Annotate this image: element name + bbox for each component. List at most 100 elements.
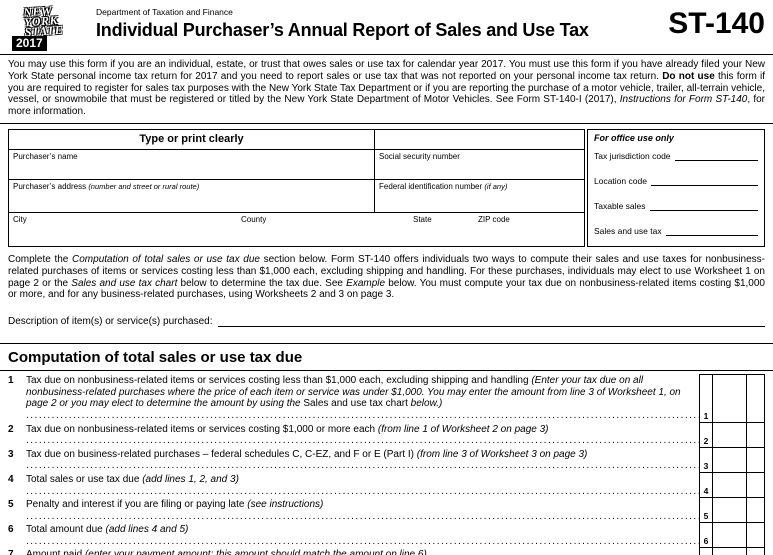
- purchaser-name-field[interactable]: Purchaser’s name: [9, 150, 374, 179]
- middle-italic3: Example: [346, 277, 386, 289]
- computation-line-7: 7 Amount paid (enter your payment amount;…: [8, 548, 765, 555]
- dotted-leader: [26, 536, 699, 547]
- line-4-number: 4: [8, 473, 14, 485]
- location-code-input[interactable]: [650, 177, 758, 186]
- tax-jurisdiction-code-input[interactable]: [674, 152, 758, 161]
- line-6-cents-input[interactable]: [747, 523, 764, 547]
- line-2-number-box: 2: [700, 422, 713, 447]
- line-7-dollars-input[interactable]: [713, 548, 747, 555]
- header-text-block: Department of Taxation and Finance Indiv…: [96, 5, 658, 41]
- tax-jurisdiction-code-field: Tax jurisdiction code: [594, 151, 758, 161]
- line-1-number: 1: [8, 375, 14, 387]
- agency-name: Department of Taxation and Finance: [96, 7, 233, 17]
- computation-line-2: 2 Tax due on nonbusiness-related items or…: [8, 422, 765, 448]
- description-row: Description of item(s) or service(s) pur…: [8, 316, 765, 328]
- line-5-text: 5 Penalty and interest if you are filing …: [8, 498, 699, 523]
- taxable-sales-input[interactable]: [649, 202, 758, 211]
- middle-part1: Complete the: [8, 253, 73, 265]
- line-2-cents-input[interactable]: [747, 423, 764, 447]
- dotted-leader: [26, 511, 699, 522]
- line-4-dollars-input[interactable]: [713, 472, 747, 498]
- line-6-number-box: 6: [700, 523, 713, 548]
- line-2-number: 2: [8, 423, 14, 435]
- city-row: City County State ZIP code: [9, 213, 584, 246]
- nys-logo: NEW YORK STATE 2017: [8, 3, 86, 52]
- line-3-dollars-input[interactable]: [713, 447, 747, 472]
- description-label: Description of item(s) or service(s) pur…: [8, 316, 213, 328]
- computation-line-5: 5 Penalty and interest if you are filing …: [8, 498, 765, 524]
- tax-jurisdiction-code-label: Tax jurisdiction code: [594, 150, 671, 161]
- description-input[interactable]: [217, 316, 765, 328]
- sales-and-use-tax-label: Sales and use tax: [594, 225, 662, 236]
- nys-logo-text: NEW YORK STATE: [22, 3, 64, 40]
- name-row: Purchaser’s name Social security number: [9, 149, 584, 180]
- intro-part1: You may use this form if you are an indi…: [8, 59, 765, 82]
- dotted-leader: [26, 435, 699, 446]
- line-3-amount-boxes: 3: [699, 447, 765, 473]
- line-5-cents-input[interactable]: [747, 498, 764, 522]
- fed-id-note: (if any): [484, 181, 508, 191]
- dotted-leader: [26, 410, 699, 421]
- county-field[interactable]: County: [237, 213, 409, 246]
- sales-and-use-tax-field: Sales and use tax: [594, 226, 758, 236]
- line-7-text: 7 Amount paid (enter your payment amount;…: [8, 548, 699, 555]
- taxable-sales-field: Taxable sales: [594, 201, 758, 211]
- line-2-dollars-input[interactable]: [713, 422, 747, 447]
- line-1-dollars-input[interactable]: [713, 375, 747, 422]
- line-7-amount-boxes: 7: [699, 548, 765, 555]
- ssn-field[interactable]: Social security number: [374, 149, 584, 179]
- line-7-number-box: 7: [700, 548, 713, 555]
- line-4-cents-input[interactable]: [747, 473, 764, 497]
- state-label: State: [413, 214, 432, 224]
- sales-and-use-tax-input[interactable]: [665, 227, 758, 236]
- line-1-cents-input[interactable]: [747, 375, 764, 421]
- line-3-cents-input[interactable]: [747, 448, 764, 472]
- line-6-dollars-input[interactable]: [713, 523, 747, 548]
- line-4-number-box: 4: [700, 472, 713, 498]
- dotted-leader: [26, 486, 699, 497]
- line-3-number-box: 3: [700, 447, 713, 472]
- city-label: City: [13, 214, 27, 224]
- intro-paragraph: You may use this form if you are an indi…: [0, 54, 773, 124]
- line-7-cents-input[interactable]: [747, 548, 764, 555]
- ssn-label: Social security number: [379, 151, 460, 161]
- dotted-leader: [26, 460, 699, 471]
- city-field[interactable]: City: [9, 213, 237, 246]
- zip-label: ZIP code: [478, 214, 510, 224]
- computation-heading: Computation of total sales or use tax du…: [0, 344, 773, 372]
- computation-section: Computation of total sales or use tax du…: [0, 343, 773, 555]
- line-4-text: 4 Total sales or use tax due (add lines 1…: [8, 473, 699, 498]
- intro-bold: Do not use: [662, 70, 715, 82]
- purchaser-name-label: Purchaser’s name: [13, 151, 78, 161]
- purchaser-address-field[interactable]: Purchaser’s address (number and street o…: [9, 180, 374, 212]
- line-5-dollars-input[interactable]: [713, 498, 747, 523]
- office-use-box: For office use only Tax jurisdiction cod…: [587, 128, 765, 247]
- middle-part2: section below. Form ST-140 offers indivi…: [8, 253, 765, 289]
- line-5-amount-boxes: 5: [699, 498, 765, 524]
- line-4-amount-boxes: 4: [699, 472, 765, 499]
- fed-id-field[interactable]: Federal identification number (if any): [374, 179, 584, 212]
- zip-field[interactable]: ZIP code: [474, 213, 584, 246]
- computation-line-1: 1 Tax due on nonbusiness-related items or…: [8, 374, 765, 423]
- line-3-text: 3 Tax due on business-related purchases –…: [8, 448, 699, 473]
- intro-part2: this form if you are required to registe…: [8, 70, 765, 106]
- form-number: ST-140: [668, 7, 765, 40]
- computation-line-4: 4 Total sales or use tax due (add lines 1…: [8, 472, 765, 499]
- middle-part3: below to determine the tax due. See: [177, 277, 347, 289]
- line-1-number-box: 1: [700, 375, 713, 422]
- location-code-field: Location code: [594, 176, 758, 186]
- line-7-number: 7: [8, 549, 14, 555]
- line-6-number: 6: [8, 524, 14, 536]
- line-1-amount-boxes: 1: [699, 374, 765, 423]
- computation-table: 1 Tax due on nonbusiness-related items or…: [0, 371, 773, 555]
- purchaser-box: Type or print clearly Purchaser’s name S…: [8, 128, 585, 247]
- county-label: County: [241, 214, 267, 224]
- taxable-sales-label: Taxable sales: [594, 200, 646, 211]
- intro-part3: , for more information.: [8, 94, 765, 118]
- type-or-print-row: Type or print clearly: [9, 129, 584, 150]
- computation-line-3: 3 Tax due on business-related purchases –…: [8, 447, 765, 473]
- state-field[interactable]: State: [409, 213, 474, 246]
- line-1-text: 1 Tax due on nonbusiness-related items or…: [8, 374, 699, 422]
